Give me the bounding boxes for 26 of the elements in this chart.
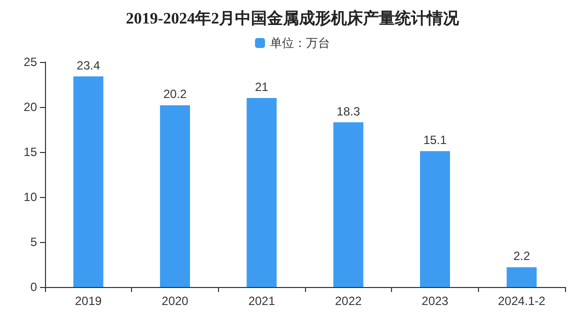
data-label: 23.4 bbox=[76, 58, 100, 72]
x-tick-label: 2019 bbox=[74, 294, 102, 308]
data-label: 20.2 bbox=[163, 87, 187, 102]
data-label: 2.2 bbox=[513, 249, 530, 264]
chart-title: 2019-2024年2月中国金属成形机床产量统计情况 bbox=[126, 10, 460, 28]
bar bbox=[246, 98, 277, 287]
data-label: 18.3 bbox=[336, 104, 360, 118]
x-tick-label: 2024.1-2 bbox=[498, 294, 546, 308]
x-tick-label: 2022 bbox=[334, 294, 362, 308]
data-label: 15.1 bbox=[423, 133, 447, 148]
bar bbox=[333, 122, 364, 287]
y-tick-label: 0 bbox=[30, 280, 38, 294]
data-label: 21 bbox=[254, 80, 269, 94]
y-tick-label: 15 bbox=[24, 145, 38, 159]
legend-label: 单位：万台 bbox=[270, 36, 330, 50]
bar bbox=[506, 267, 537, 287]
y-tick-label: 10 bbox=[24, 190, 38, 204]
y-tick-label: 25 bbox=[24, 55, 38, 69]
bar bbox=[160, 105, 190, 287]
x-tick-label: 2023 bbox=[422, 294, 449, 308]
x-tick-label: 2021 bbox=[248, 294, 276, 308]
x-tick-label: 2020 bbox=[162, 294, 189, 308]
bar bbox=[73, 76, 104, 287]
y-tick-label: 20 bbox=[24, 100, 38, 114]
bar bbox=[420, 151, 450, 287]
y-tick-label: 5 bbox=[30, 235, 38, 249]
